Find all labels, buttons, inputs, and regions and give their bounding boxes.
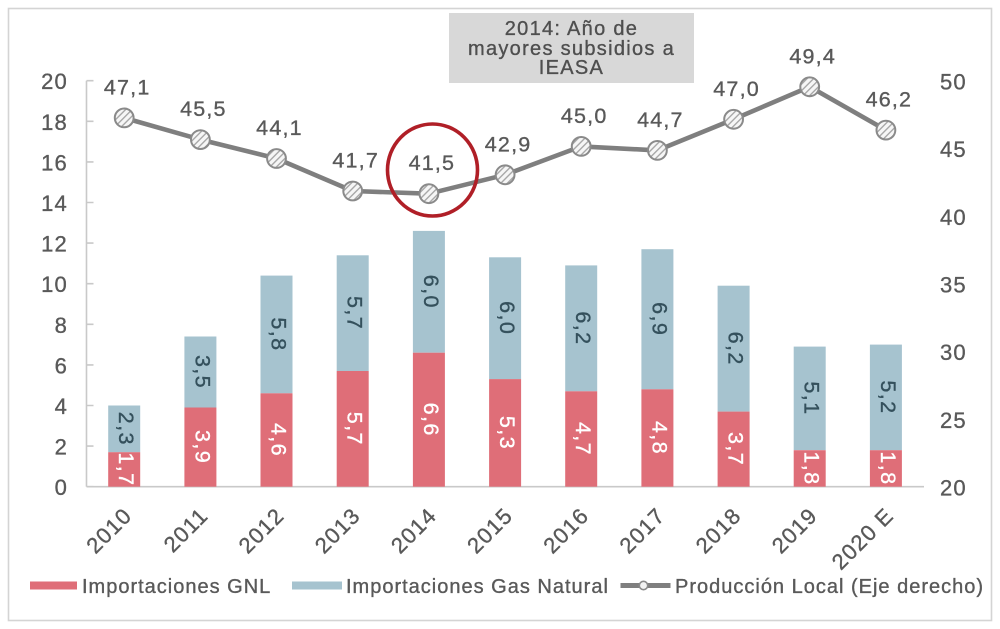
svg-text:20: 20 [940,476,967,501]
svg-text:6,6: 6,6 [419,403,443,437]
svg-text:6,0: 6,0 [419,275,443,309]
svg-text:30: 30 [940,340,967,365]
svg-text:42,9: 42,9 [485,132,532,156]
svg-text:4,8: 4,8 [647,421,671,455]
svg-text:49,4: 49,4 [789,44,836,68]
svg-text:2: 2 [55,435,68,460]
svg-text:50: 50 [940,70,967,95]
svg-text:41,7: 41,7 [332,149,379,173]
svg-text:6,0: 6,0 [495,301,519,335]
svg-text:45,0: 45,0 [561,104,608,128]
svg-text:20: 20 [41,69,68,94]
svg-text:1,8: 1,8 [800,451,824,485]
svg-text:25: 25 [940,408,967,433]
svg-text:12: 12 [41,232,68,257]
svg-text:3,9: 3,9 [190,430,214,464]
svg-text:4,7: 4,7 [571,422,595,456]
svg-text:10: 10 [41,272,68,297]
svg-text:14: 14 [41,191,68,216]
svg-text:47,0: 47,0 [713,77,760,101]
svg-text:40: 40 [940,205,967,230]
svg-text:2,3: 2,3 [114,412,138,446]
svg-text:0: 0 [55,475,68,500]
svg-text:5,8: 5,8 [267,317,291,351]
svg-text:44,7: 44,7 [637,108,684,132]
svg-text:5,1: 5,1 [800,381,824,415]
svg-text:35: 35 [940,273,967,298]
svg-text:5,2: 5,2 [876,380,900,414]
svg-text:8: 8 [55,313,68,338]
svg-text:5,3: 5,3 [495,416,519,450]
svg-text:5,7: 5,7 [343,412,367,446]
svg-text:44,1: 44,1 [256,116,303,140]
svg-text:46,2: 46,2 [866,88,913,112]
svg-text:6,9: 6,9 [647,302,671,336]
svg-text:3,5: 3,5 [190,355,214,389]
svg-text:6,2: 6,2 [571,311,595,345]
svg-text:41,5: 41,5 [409,151,456,175]
svg-text:5,7: 5,7 [343,296,367,330]
svg-text:16: 16 [41,150,68,175]
svg-text:6: 6 [55,353,68,378]
svg-text:47,1: 47,1 [104,75,151,99]
svg-text:18: 18 [41,110,68,135]
svg-text:1,7: 1,7 [114,452,138,486]
svg-text:Importaciones GNL: Importaciones GNL [82,576,271,598]
svg-text:45,5: 45,5 [180,97,227,121]
svg-text:4: 4 [55,394,68,419]
svg-text:1,8: 1,8 [876,451,900,485]
svg-text:6,2: 6,2 [724,332,748,366]
svg-text:4,6: 4,6 [267,423,291,457]
svg-text:3,7: 3,7 [724,432,748,466]
svg-text:45: 45 [940,137,967,162]
svg-text:Importaciones Gas Natural: Importaciones Gas Natural [346,576,609,598]
svg-text:Producción Local (Eje derecho): Producción Local (Eje derecho) [675,576,984,598]
